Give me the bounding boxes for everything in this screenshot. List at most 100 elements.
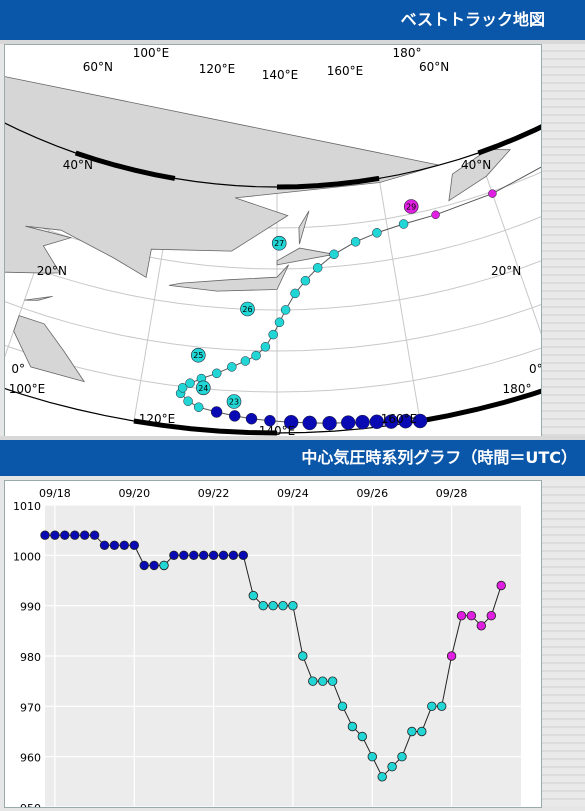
pressure-point <box>387 762 397 772</box>
frame-tick-bar <box>276 175 380 190</box>
best-track-map: 23 24 25 26 27 29 100°E 120°E 140°E 160°E 180° 100… <box>0 44 585 438</box>
y-tick-label: 960 <box>20 752 41 765</box>
track-point <box>177 383 188 393</box>
lat-label-left: 60°N <box>83 60 113 74</box>
pressure-point <box>159 560 169 571</box>
frame-tick-bar <box>74 150 176 181</box>
track-point <box>350 237 361 247</box>
pressure-point <box>437 701 447 712</box>
track-point <box>193 402 204 412</box>
x-tick-label: 09/22 <box>198 487 230 500</box>
track-point <box>211 368 222 379</box>
map-panel-header: ベストトラック地図 <box>0 0 585 40</box>
track-point <box>412 413 428 429</box>
pressure-point <box>79 530 90 540</box>
pressure-point <box>278 600 288 611</box>
track-point <box>280 305 291 315</box>
y-tick-label: 950 <box>20 802 41 807</box>
track-point <box>302 415 317 431</box>
track-point <box>274 317 285 328</box>
y-tick-label: 980 <box>20 651 41 664</box>
track-day-label: 27 <box>274 239 284 248</box>
track-point <box>228 410 241 422</box>
lon-label-top: 120°E <box>199 62 236 76</box>
map-canvas: 23 24 25 26 27 29 100°E 120°E 140°E 160°E 180° 100… <box>0 46 585 438</box>
pressure-point <box>238 550 249 561</box>
track-day-marker <box>226 394 242 409</box>
frame-tick-bar <box>133 418 278 436</box>
lon-label-top: 140°E <box>262 68 299 82</box>
pressure-point <box>327 676 338 686</box>
pressure-point <box>417 726 427 737</box>
lat-label-left: 40°N <box>63 158 93 172</box>
lon-label-bottom: 140°E <box>259 424 296 437</box>
lat-label-right: 20°N <box>491 264 521 278</box>
pressure-point <box>318 676 328 686</box>
pressure-point <box>466 610 477 621</box>
track-day-label: 24 <box>198 384 208 393</box>
track-day-label: 26 <box>242 305 252 314</box>
pressure-point <box>208 550 219 561</box>
lon-label-bottom: 100°E <box>9 382 46 396</box>
track-day-marker <box>240 301 255 317</box>
track-day-marker <box>403 199 419 214</box>
land-mass <box>168 264 289 292</box>
lat-label-left: 20°N <box>37 264 67 278</box>
track-point <box>322 415 337 431</box>
pressure-chart: 1010 1000 990 980 970 960 950 09/18 09/20 09/22 09… <box>4 480 542 811</box>
track-point <box>240 356 251 366</box>
pressure-point <box>99 540 110 551</box>
track-point <box>283 414 299 430</box>
track-day-marker <box>196 380 211 396</box>
frame-tick-bar <box>477 109 573 156</box>
pressure-point <box>407 726 417 737</box>
track-point <box>340 415 356 430</box>
parallel-line <box>0 286 585 352</box>
pressure-point <box>427 701 437 712</box>
track-point <box>431 210 440 220</box>
pressure-point <box>288 600 298 611</box>
map-side-stripe <box>541 44 585 436</box>
pressure-point <box>198 550 209 561</box>
chart-panel-title: 中心気圧時系列グラフ（時間＝UTC） <box>301 448 577 467</box>
pressure-point <box>298 651 308 661</box>
x-tick-label: 09/26 <box>356 487 388 500</box>
track-point <box>210 406 223 418</box>
pressure-point <box>397 752 407 762</box>
lon-label-bottom: 120°E <box>139 412 176 426</box>
lat-label-right: 0° <box>529 362 541 376</box>
parallel-line <box>0 331 585 393</box>
track-day-marker <box>191 347 206 363</box>
land-mass <box>0 75 440 279</box>
pressure-point <box>40 530 50 540</box>
track-point <box>300 275 311 286</box>
x-tick-label: 09/28 <box>436 487 468 500</box>
pressure-point <box>357 731 368 742</box>
land-mass <box>448 149 511 202</box>
parallel-line <box>0 375 585 434</box>
pressure-point <box>377 772 387 782</box>
track-point <box>398 413 413 429</box>
chart-canvas: 1010 1000 990 980 970 960 950 09/18 09/20 09/22 09… <box>13 487 521 811</box>
pressure-point <box>218 550 229 561</box>
track-day-marker <box>271 235 287 251</box>
land-mass <box>24 296 53 301</box>
land-mass <box>13 315 86 383</box>
land-mass <box>298 210 310 245</box>
pressure-point <box>268 600 278 611</box>
lat-label-right: 60°N <box>419 60 449 74</box>
map-panel-title: ベストトラック地図 <box>400 10 545 29</box>
pressure-point <box>189 550 199 561</box>
pressure-point <box>496 580 506 591</box>
x-tick-label: 09/18 <box>39 487 71 500</box>
track-point <box>290 288 300 299</box>
pressure-point <box>89 530 100 540</box>
land-mass <box>276 247 335 266</box>
lon-label-bottom: 160°E <box>381 412 418 426</box>
pressure-point <box>248 590 259 601</box>
y-tick-label: 1010 <box>13 500 41 513</box>
track-point <box>355 414 370 430</box>
track-day-label: 25 <box>193 351 203 360</box>
lon-label-top: 100°E <box>133 46 170 60</box>
track-point <box>268 329 278 340</box>
